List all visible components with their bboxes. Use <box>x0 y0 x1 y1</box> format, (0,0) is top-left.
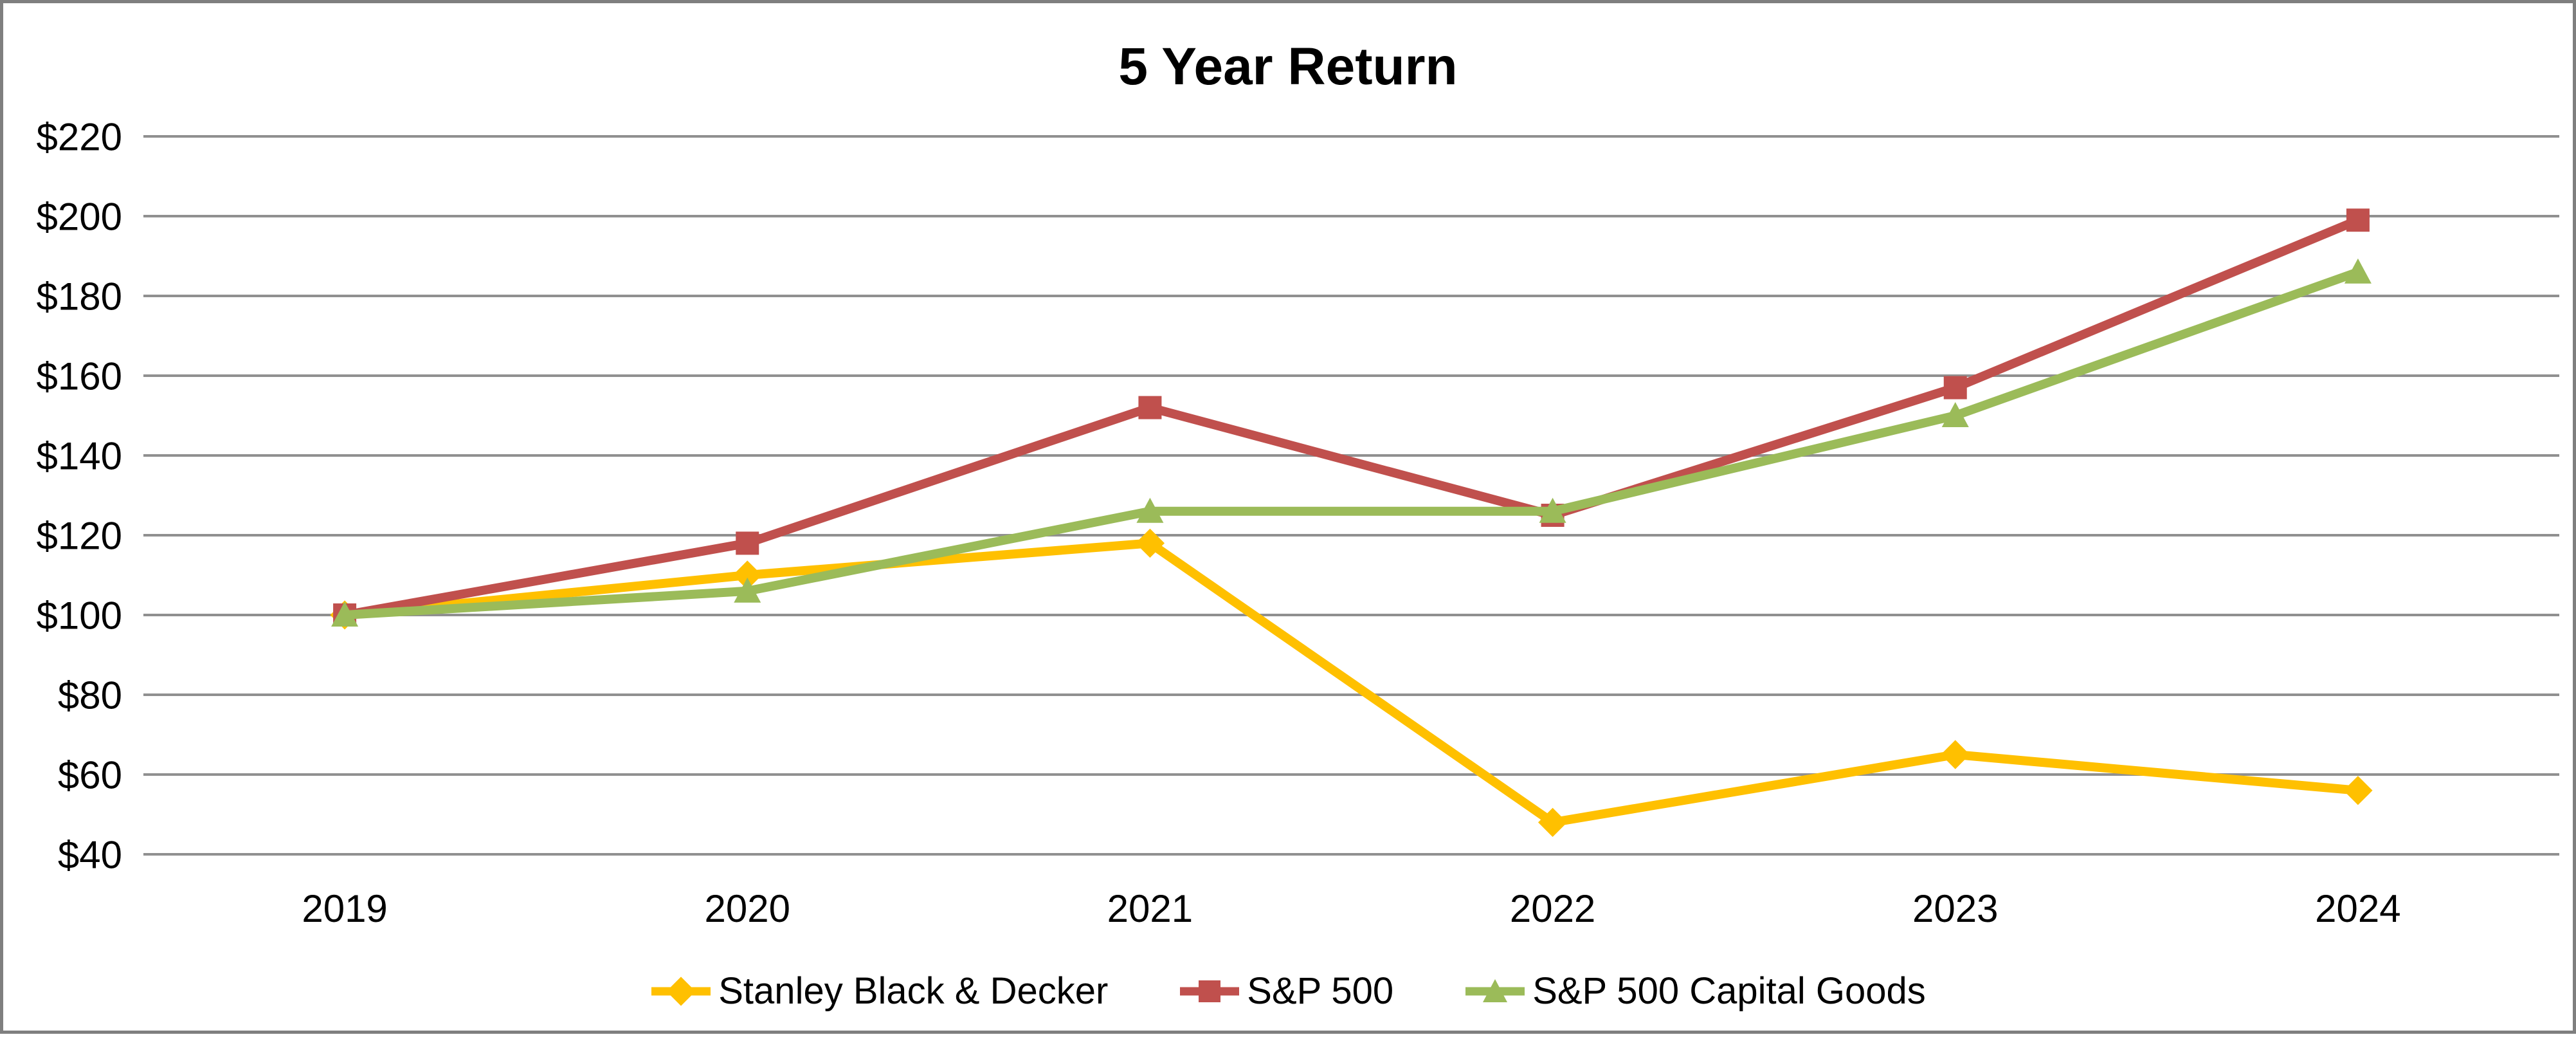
legend-label: S&P 500 <box>1247 970 1394 1012</box>
data-point-s-p-500-capital-goods <box>1941 402 1969 427</box>
diamond-marker-icon <box>651 976 711 1006</box>
triangle-marker-icon <box>1465 978 1525 1002</box>
square-marker-icon <box>1180 980 1240 1002</box>
x-axis-category-label: 2022 <box>1510 887 1595 930</box>
y-axis-tick-label: $180 <box>37 275 122 318</box>
data-point-stanley-black-decker <box>1537 807 1568 838</box>
chart-title: 5 Year Return <box>1118 37 1458 96</box>
legend-label: Stanley Black & Decker <box>718 970 1109 1012</box>
data-point-stanley-black-decker <box>2343 776 2373 805</box>
data-point-s-p-500 <box>2346 208 2370 232</box>
x-axis-category-label: 2020 <box>705 887 790 930</box>
y-axis-tick-label: $220 <box>37 116 122 159</box>
x-axis-category-label: 2024 <box>2315 887 2400 930</box>
data-point-s-p-500 <box>1943 376 1967 399</box>
legend-item-sp500: S&P 500 <box>1179 969 1393 1013</box>
y-axis-tick-label: $120 <box>37 515 122 558</box>
y-axis-tick-label: $140 <box>37 435 122 478</box>
data-point-stanley-black-decker <box>732 560 762 590</box>
series-line-s-p-500-capital-goods <box>340 267 2363 619</box>
legend-item-sp500-capital-goods: S&P 500 Capital Goods <box>1464 969 1926 1013</box>
y-axis-tick-label: $80 <box>58 674 122 717</box>
data-point-stanley-black-decker <box>1941 740 1970 769</box>
legend: Stanley Black & Decker S&P 500 S&P 500 C… <box>3 969 2573 1013</box>
data-point-s-p-500-capital-goods <box>734 577 761 603</box>
data-point-stanley-black-decker <box>1135 528 1165 558</box>
plot-area: $220 $200 $180 $160 $140 $120 $100 $80 $60 $40 201… <box>37 116 2559 930</box>
data-point-s-p-500-capital-goods <box>1539 497 1566 523</box>
y-axis-tick-label: $160 <box>37 355 122 398</box>
data-point-s-p-500-capital-goods <box>2344 258 2372 284</box>
series-line-s-p-500 <box>340 216 2363 619</box>
x-axis-category-label: 2023 <box>1912 887 1998 930</box>
legend-label: S&P 500 Capital Goods <box>1532 970 1926 1012</box>
data-point-s-p-500 <box>736 531 759 555</box>
legend-item-stanley-black-decker: Stanley Black & Decker <box>650 969 1108 1013</box>
x-axis-category-label: 2021 <box>1107 887 1193 930</box>
data-point-s-p-500-capital-goods <box>1136 497 1164 523</box>
y-axis-tick-label: $40 <box>58 834 122 877</box>
series-line-stanley-black-decker <box>340 538 2363 827</box>
y-axis-tick-label: $60 <box>58 754 122 797</box>
data-point-s-p-500 <box>1138 396 1162 419</box>
x-axis-category-label: 2019 <box>302 887 387 930</box>
y-axis-tick-label: $100 <box>37 594 122 638</box>
y-axis-tick-label: $200 <box>37 196 122 239</box>
data-point-s-p-500-capital-goods <box>331 601 359 627</box>
